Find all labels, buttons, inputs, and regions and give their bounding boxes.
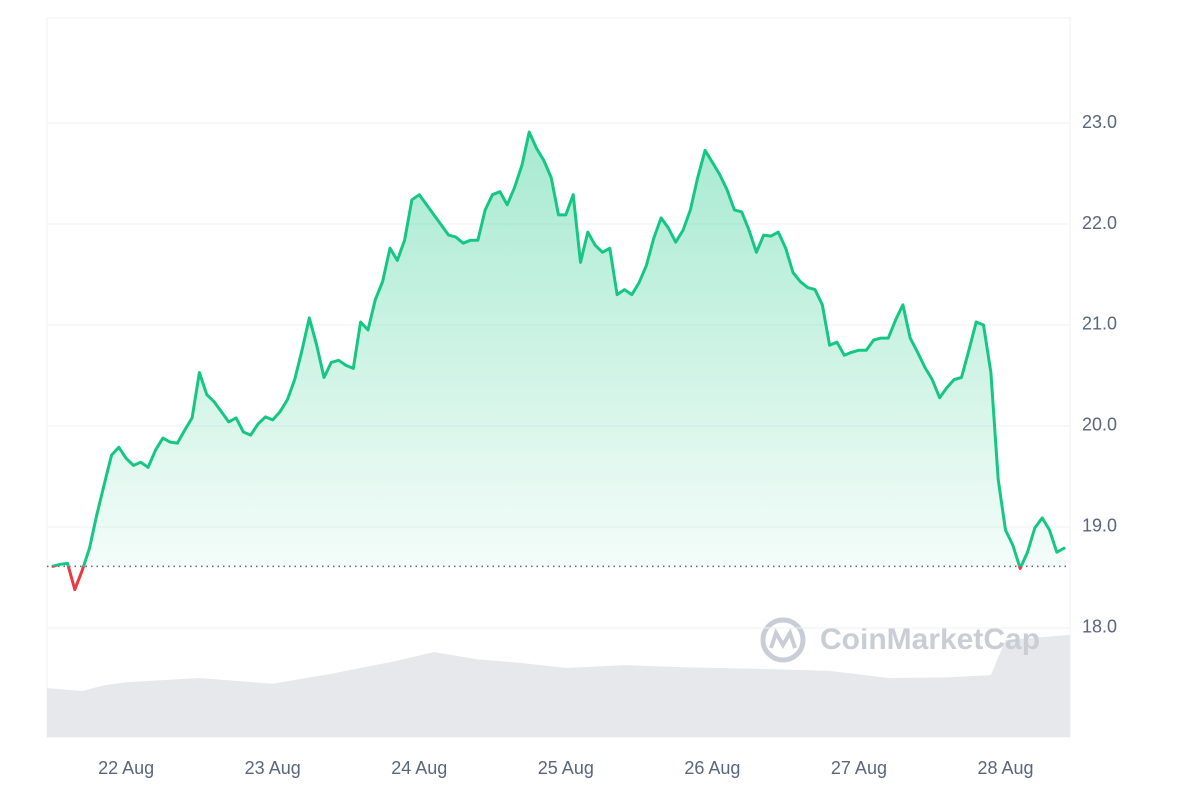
watermark-logo-m: [769, 628, 797, 649]
x-tick-label: 28 Aug: [977, 758, 1033, 778]
price-line-up: [51, 130, 1066, 567]
y-tick-label: 18.0: [1082, 617, 1117, 637]
y-tick-label: 22.0: [1082, 213, 1117, 233]
watermark-group: CoinMarketCap: [760, 617, 1040, 663]
x-tick-label: 26 Aug: [684, 758, 740, 778]
x-tick-label: 23 Aug: [245, 758, 301, 778]
x-tick-label: 24 Aug: [391, 758, 447, 778]
watermark-logo: [760, 617, 806, 663]
y-tick-label: 21.0: [1082, 314, 1117, 334]
y-tick-label: 23.0: [1082, 112, 1117, 132]
x-tick-label: 27 Aug: [831, 758, 887, 778]
volume-area: [47, 634, 1070, 737]
x-tick-label: 22 Aug: [98, 758, 154, 778]
price-area: [52, 132, 1065, 567]
x-tick-label: 25 Aug: [538, 758, 594, 778]
y-tick-label: 20.0: [1082, 415, 1117, 435]
y-tick-label: 19.0: [1082, 516, 1117, 536]
